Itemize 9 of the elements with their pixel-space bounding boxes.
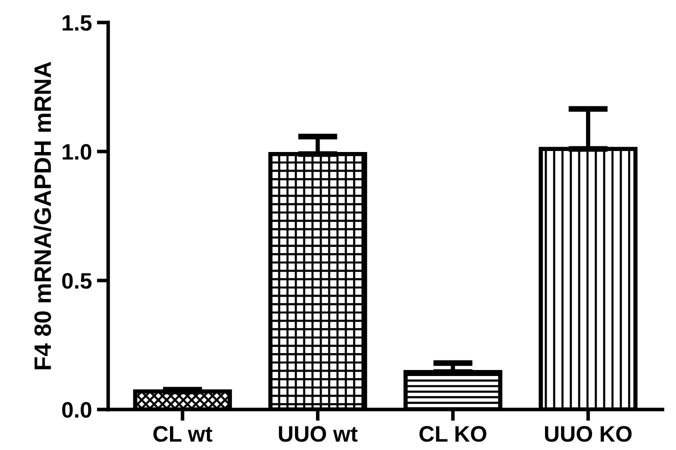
x-tick-label: CL wt <box>153 426 212 442</box>
x-tick-label: CL KO <box>419 426 486 442</box>
y-axis-title: F4 80 mRNA/GAPDH mRNA <box>34 62 52 370</box>
y-tick-label: 1.5 <box>62 15 92 31</box>
x-tick-label: UUO wt <box>278 426 358 442</box>
y-tick-label: 1.0 <box>62 144 92 160</box>
y-tick-label: 0.0 <box>62 402 92 418</box>
x-tick-label: UUO KO <box>545 426 632 442</box>
y-tick-label: 0.5 <box>62 273 92 289</box>
